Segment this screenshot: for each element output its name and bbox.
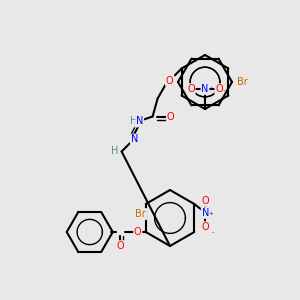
Text: O: O xyxy=(134,227,142,237)
Text: +: + xyxy=(208,86,213,91)
Text: O: O xyxy=(187,84,195,94)
Text: Br: Br xyxy=(135,209,146,219)
Text: -: - xyxy=(223,87,226,93)
Text: N: N xyxy=(131,134,138,145)
Text: Br: Br xyxy=(237,77,248,87)
Text: N: N xyxy=(201,84,209,94)
Text: O: O xyxy=(166,76,173,85)
Text: -: - xyxy=(211,229,214,235)
Text: +: + xyxy=(208,211,213,216)
Text: O: O xyxy=(201,196,209,206)
Text: H: H xyxy=(130,116,137,127)
Text: O: O xyxy=(201,222,209,232)
Text: O: O xyxy=(167,112,174,122)
Text: N: N xyxy=(136,116,143,127)
Text: H: H xyxy=(111,146,118,157)
Text: N: N xyxy=(202,208,209,218)
Text: O: O xyxy=(117,241,124,251)
Text: O: O xyxy=(215,84,223,94)
